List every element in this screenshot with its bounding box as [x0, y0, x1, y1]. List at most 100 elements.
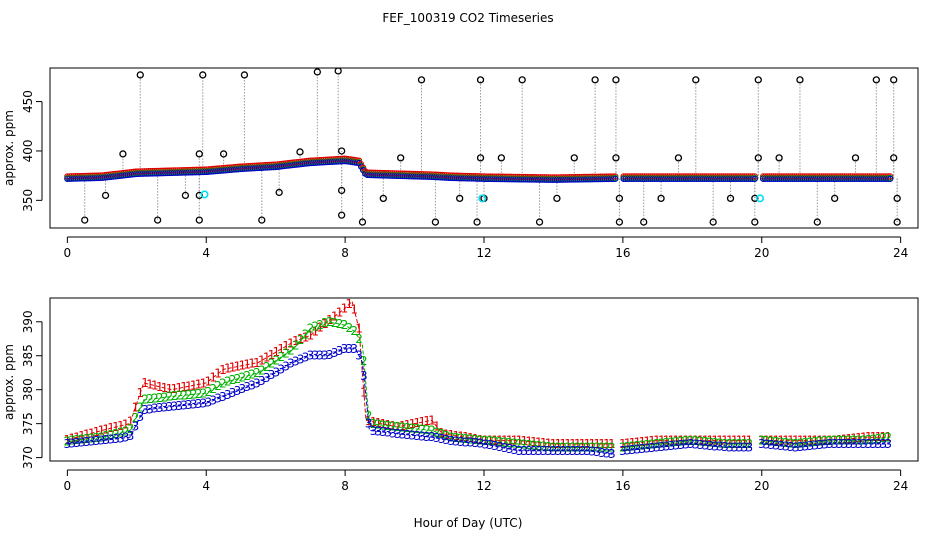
- series-1-marker: 1: [603, 437, 611, 451]
- series-2-marker: 2: [550, 440, 558, 454]
- baseline-point-ch3: [751, 175, 758, 182]
- series-3-marker: 3: [634, 442, 642, 456]
- series-1-marker: 1: [501, 434, 509, 448]
- series-1-marker: 1: [117, 419, 125, 433]
- series-2-marker: 2: [593, 440, 601, 454]
- series-1-marker: 1: [707, 434, 715, 448]
- series-3-marker: 3: [511, 443, 519, 457]
- series-3-marker: 3: [569, 444, 577, 458]
- series-3-marker: 3: [307, 349, 315, 363]
- series-3-marker: 3: [811, 439, 819, 453]
- series-2-marker: 2: [68, 434, 76, 448]
- series-3-marker: 3: [443, 433, 451, 447]
- spike-low-point: [709, 218, 717, 226]
- spike-high-point: [417, 76, 426, 84]
- series-2-marker: 2: [491, 435, 499, 449]
- spike-low-point: [893, 218, 901, 226]
- spike-high-point: [476, 76, 485, 84]
- series-3-marker: 3: [156, 401, 164, 415]
- spike-high-point: [199, 71, 207, 79]
- series-3-marker: 3: [564, 444, 572, 458]
- series-2-marker: 2: [336, 317, 344, 331]
- series-1-marker: 1: [559, 437, 567, 451]
- series-3-marker: 3: [787, 440, 795, 454]
- series-1-marker: 1: [564, 437, 572, 451]
- series-1-marker: 1: [98, 424, 106, 438]
- spike-low-point: [431, 218, 440, 226]
- series-1-marker: 1: [711, 434, 719, 448]
- series-1-marker: 1: [141, 376, 149, 390]
- series-2-marker: 2: [321, 316, 329, 330]
- series-1-marker: 1: [170, 382, 178, 396]
- bottom-x-tick-label: 24: [893, 479, 908, 493]
- series-3-marker: 3: [161, 401, 169, 415]
- series-3-marker: 3: [102, 433, 110, 447]
- series-2-marker: 2: [663, 436, 671, 450]
- series-1-marker: 1: [448, 428, 456, 442]
- spike-low-point: [195, 216, 203, 224]
- series-1-marker: 1: [663, 434, 671, 448]
- series-1-marker: 1: [214, 367, 222, 381]
- spike-high-point: [692, 76, 700, 84]
- series-1-marker: 1: [682, 434, 690, 448]
- series-1-marker: 1: [112, 420, 120, 434]
- series-1-marker: 1: [624, 437, 632, 451]
- series-3-marker: 3: [768, 438, 776, 452]
- series-3-marker: 3: [673, 439, 681, 453]
- series-3-marker: 3: [501, 441, 509, 455]
- series-2-marker: 2: [161, 390, 169, 404]
- series-3-marker: 3: [68, 437, 76, 451]
- series-2-marker: 2: [399, 421, 407, 435]
- top-x-tick-label: 16: [615, 246, 630, 260]
- series-1-marker: 1: [404, 418, 412, 432]
- series-3-marker: 3: [243, 380, 251, 394]
- series-1-marker: 1: [782, 434, 790, 448]
- series-1-marker: 1: [875, 430, 883, 444]
- series-1-marker: 1: [763, 434, 771, 448]
- series-1-marker: 1: [175, 381, 183, 395]
- series-1-marker: 1: [399, 419, 407, 433]
- series-2-marker: 2: [639, 439, 647, 453]
- top-y-axis: 350 400 450: [21, 90, 43, 212]
- series-3-marker: 3: [428, 430, 436, 444]
- series-3-marker: 3: [331, 346, 339, 360]
- series-1-marker: 1: [438, 426, 446, 440]
- series-3-marker: 3: [777, 439, 785, 453]
- series-2-marker: 2: [253, 366, 261, 380]
- series-3-marker: 3: [452, 434, 460, 448]
- series-1-marker: 1: [777, 434, 785, 448]
- series-3-marker: 3: [229, 386, 237, 400]
- series-3-marker: 3: [545, 444, 553, 458]
- bottom-y-axis: 370 375 380 385 390: [21, 310, 43, 469]
- series-1-marker: 1: [836, 433, 844, 447]
- spike-high-point: [240, 71, 249, 79]
- series-1-marker: 1: [816, 434, 824, 448]
- series-3-marker: 3: [850, 437, 858, 451]
- series-3-marker: 3: [394, 427, 402, 441]
- series-3-marker: 3: [239, 382, 247, 396]
- series-1-marker: 1: [619, 437, 627, 451]
- series-3-marker: 3: [375, 425, 383, 439]
- series-1-marker: 1: [248, 357, 256, 371]
- series-3-marker: 3: [136, 410, 144, 424]
- figure-title: FEF_100319 CO2 Timeseries: [382, 11, 553, 25]
- series-2-marker: 2: [190, 387, 198, 401]
- spike-low-point: [258, 216, 266, 224]
- series-1-marker: 1: [634, 436, 642, 450]
- series-1-marker: 1: [741, 434, 749, 448]
- bottom-y-tick-label: 370: [21, 446, 35, 469]
- series-2-marker: 2: [307, 322, 315, 336]
- series-3-marker: 3: [297, 353, 305, 367]
- spike-low-point: [358, 218, 367, 226]
- top-plot-area: [64, 67, 901, 226]
- series-3-marker: 3: [146, 402, 154, 416]
- series-1-marker: 1: [668, 434, 676, 448]
- series-3-marker: 3: [350, 342, 358, 356]
- spike-high-point: [796, 76, 804, 84]
- series-1-marker: 1: [418, 415, 426, 429]
- baseline-point-ch3: [612, 175, 619, 182]
- spike-high-point: [313, 68, 321, 76]
- series-3-marker: 3: [589, 444, 597, 458]
- bottom-x-tick-label: 4: [202, 479, 210, 493]
- series-1-marker: 1: [190, 378, 198, 392]
